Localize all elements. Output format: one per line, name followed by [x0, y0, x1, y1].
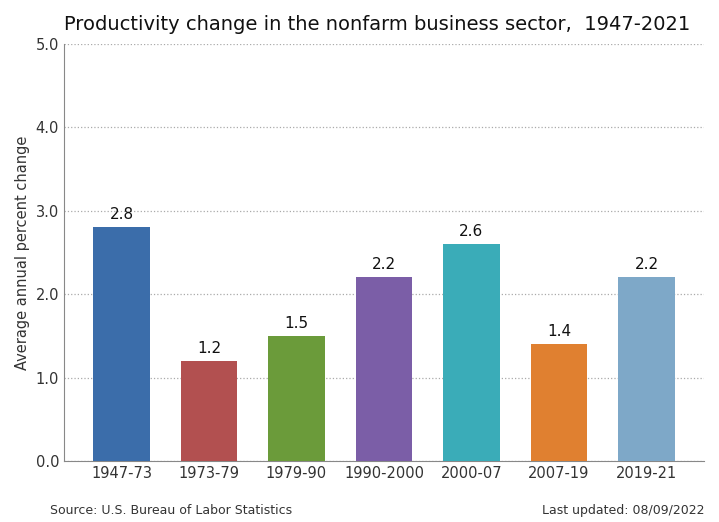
Text: 1.4: 1.4: [547, 324, 571, 339]
Text: Productivity change in the nonfarm business sector,  1947-2021: Productivity change in the nonfarm busin…: [64, 15, 690, 34]
Text: 2.6: 2.6: [459, 224, 484, 239]
Bar: [443, 244, 500, 461]
Bar: [93, 228, 150, 461]
Text: Last updated: 08/09/2022: Last updated: 08/09/2022: [542, 504, 705, 517]
Bar: [268, 336, 325, 461]
Text: Source: U.S. Bureau of Labor Statistics: Source: U.S. Bureau of Labor Statistics: [50, 504, 293, 517]
Text: 1.5: 1.5: [285, 316, 308, 331]
Text: 1.2: 1.2: [197, 341, 221, 356]
Bar: [531, 344, 587, 461]
Y-axis label: Average annual percent change: Average annual percent change: [15, 135, 30, 370]
Bar: [180, 361, 237, 461]
Bar: [355, 278, 413, 461]
Text: 2.8: 2.8: [109, 207, 134, 222]
Text: 2.2: 2.2: [372, 257, 396, 272]
Text: 2.2: 2.2: [634, 257, 659, 272]
Bar: [618, 278, 675, 461]
